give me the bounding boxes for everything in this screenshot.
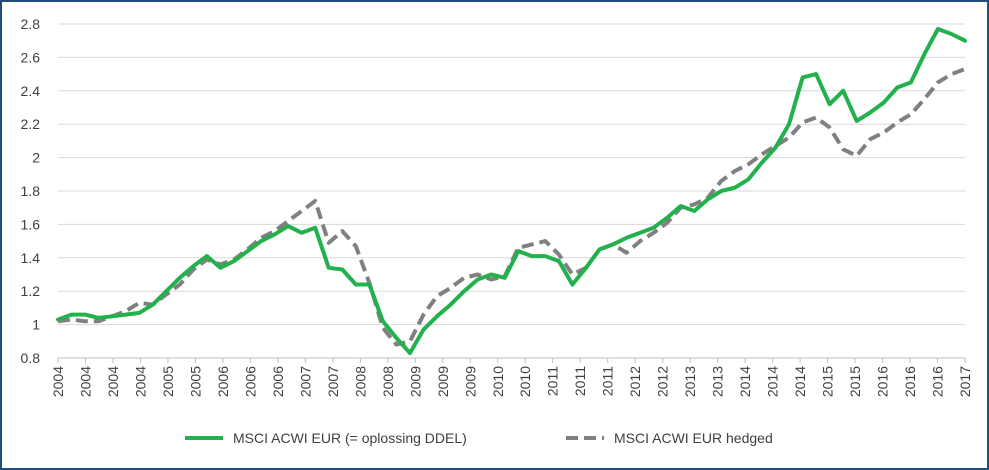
x-tick-label: 2004 (77, 366, 93, 397)
x-tick-label: 2013 (710, 366, 726, 397)
y-tick-label: 2.4 (21, 83, 41, 99)
x-tick-label: 2012 (627, 366, 643, 397)
x-axis-ticks: 2004 2004 2004 2004 2005 2005 2006 2006 2006 2007… (50, 358, 973, 397)
y-tick-label: 2 (32, 150, 40, 166)
x-tick-label: 2009 (435, 366, 451, 397)
x-tick-label: 2011 (572, 366, 588, 396)
x-tick-label: 2016 (902, 366, 918, 397)
x-tick-label: 2005 (160, 366, 176, 397)
x-tick-label: 2009 (407, 366, 423, 397)
series-line (56, 27, 967, 355)
x-tick-label: 2005 (187, 366, 203, 397)
x-tick-label: 2015 (820, 366, 836, 397)
x-tick-label: 2014 (792, 366, 808, 397)
x-tick-label: 2008 (352, 366, 368, 397)
y-axis-ticks: 0.8 1 1.2 1.4 1.6 1.8 2 2.2 2.4 2.6 2.8 (21, 16, 41, 366)
y-tick-label: 2.2 (21, 116, 41, 132)
y-tick-label: 2.8 (21, 16, 41, 32)
x-tick-label: 2011 (600, 366, 616, 396)
x-tick-label: 2007 (325, 366, 341, 397)
y-tick-label: 1.8 (21, 183, 41, 199)
x-tick-label: 2006 (215, 366, 231, 397)
y-tick-label: 2.6 (21, 49, 41, 65)
x-tick-label: 2004 (132, 366, 148, 397)
x-tick-label: 2010 (490, 366, 506, 397)
series-line (57, 67, 966, 347)
x-tick-label: 2012 (655, 366, 671, 397)
x-tick-label: 2006 (270, 366, 286, 397)
y-tick-label: 1 (32, 317, 40, 333)
legend: MSCI ACWI EUR (= oplossing DDEL) MSCI AC… (185, 430, 773, 446)
y-tick-label: 1.4 (21, 250, 41, 266)
x-tick-label: 2004 (50, 366, 66, 397)
gridlines (58, 23, 965, 326)
x-tick-label: 2006 (242, 366, 258, 397)
series-lines (56, 27, 967, 355)
y-tick-label: 1.6 (21, 216, 41, 232)
x-tick-label: 2008 (380, 366, 396, 397)
x-tick-label: 2014 (737, 366, 753, 397)
x-tick-label: 2015 (847, 366, 863, 397)
y-tick-label: 1.2 (21, 283, 41, 299)
y-tick-label: 0.8 (21, 350, 41, 366)
x-tick-label: 2010 (517, 366, 533, 397)
x-tick-label: 2004 (105, 366, 121, 397)
x-tick-label: 2007 (297, 366, 313, 397)
legend-label-msci-acwi-eur: MSCI ACWI EUR (= oplossing DDEL) (233, 430, 467, 446)
x-tick-label: 2009 (462, 366, 478, 397)
x-tick-label: 2017 (957, 366, 973, 397)
x-tick-label: 2016 (875, 366, 891, 397)
x-tick-label: 2014 (765, 366, 781, 397)
x-tick-label: 2011 (545, 366, 561, 396)
x-tick-label: 2016 (930, 366, 946, 397)
legend-label-msci-acwi-eur-hedged: MSCI ACWI EUR hedged (614, 430, 773, 446)
x-tick-label: 2013 (682, 366, 698, 397)
